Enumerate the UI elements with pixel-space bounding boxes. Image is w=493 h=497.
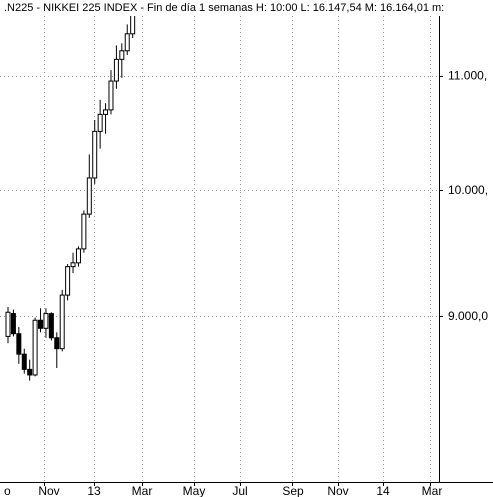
x-tick-label: Jul <box>232 484 247 497</box>
candle <box>86 154 92 218</box>
candle-body-up <box>119 50 125 60</box>
candle-body-down <box>48 313 54 339</box>
candle <box>124 24 130 56</box>
y-tick-label: 10.000, <box>448 183 488 197</box>
candle <box>10 309 16 337</box>
candle-body-up <box>81 213 87 250</box>
grid <box>0 16 443 486</box>
x-tick-label: Nov <box>38 484 59 497</box>
candle <box>32 317 38 377</box>
x-tick-label: Nov <box>327 484 348 497</box>
candle-body-up <box>5 311 11 337</box>
candle <box>43 308 49 338</box>
candle-body-up <box>65 266 71 296</box>
candle <box>92 120 98 184</box>
candle-body-up <box>43 313 49 329</box>
candle-body-up <box>97 113 103 132</box>
candle <box>38 308 44 333</box>
candle-body-up <box>75 248 81 264</box>
candle-body-up <box>103 109 109 115</box>
y-tick-labels: 9.000,010.000,11.000,12.000,13.000,14.00… <box>448 69 488 324</box>
candle <box>119 43 125 78</box>
candle-body-up <box>108 80 114 111</box>
candle-body-up <box>59 294 65 350</box>
y-tick-label: 11.000, <box>448 69 487 83</box>
x-tick-label: Mar <box>422 484 443 497</box>
candle <box>70 252 76 274</box>
candle-body-down <box>54 337 60 350</box>
candle-body-down <box>10 313 16 335</box>
candle-body-down <box>16 333 22 355</box>
candle-body-up <box>86 177 92 215</box>
candle <box>16 326 22 364</box>
chart-title: .N225 - NIKKEI 225 INDEX - Fin de día 1 … <box>4 2 444 14</box>
candle <box>65 264 71 301</box>
candle <box>75 246 81 267</box>
candle-body-up <box>92 130 98 179</box>
candle-body-up <box>113 58 119 82</box>
candle <box>81 210 87 253</box>
candles <box>5 0 141 381</box>
candle-body-up <box>32 319 38 376</box>
title-background <box>0 0 493 16</box>
x-tick-label: 14 <box>376 484 390 497</box>
candle <box>97 99 103 149</box>
candle-body-down <box>38 319 44 329</box>
candle <box>54 332 60 368</box>
candle-body-up <box>70 262 76 268</box>
x-tick-label: May <box>183 484 206 497</box>
x-tick-label: 13 <box>87 484 101 497</box>
candle <box>108 70 114 115</box>
y-tick-label: 9.000,0 <box>448 309 488 323</box>
x-tick-label: Mar <box>132 484 153 497</box>
candle-body-up <box>124 33 130 52</box>
candle <box>103 103 109 134</box>
candle-body-down <box>21 353 27 370</box>
x-tick-labels: o Nov 13 Mar May Jul Sep Nov 14 Mar <box>4 484 442 497</box>
candle <box>59 289 65 352</box>
x-tick-label: Sep <box>282 484 304 497</box>
candle <box>48 312 54 341</box>
candle <box>113 45 119 89</box>
candle <box>5 306 11 344</box>
candle <box>27 359 33 381</box>
candle-body-down <box>27 368 33 376</box>
x-tick-label: o <box>4 484 11 497</box>
candle <box>21 348 27 374</box>
